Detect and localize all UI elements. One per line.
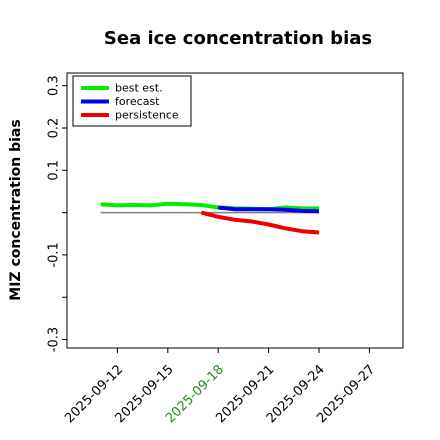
series-line-persistence bbox=[200, 210, 320, 235]
legend-label: forecast bbox=[115, 95, 160, 108]
y-tick-label: 0.3 bbox=[47, 75, 62, 96]
series-layer bbox=[100, 201, 320, 235]
y-tick-label: 0.1 bbox=[47, 160, 62, 181]
chart-title: Sea ice concentration bias bbox=[104, 28, 372, 49]
y-tick-label: 0.2 bbox=[47, 118, 62, 139]
series-line-forecast bbox=[217, 205, 320, 214]
plot-frame bbox=[66, 72, 404, 349]
y-tick-label: -0.1 bbox=[47, 242, 62, 267]
y-axis-label: MIZ concentration bias bbox=[8, 119, 24, 300]
legend-label: best est. bbox=[115, 82, 163, 95]
legend-label: persistence bbox=[115, 109, 179, 122]
y-tick-label: -0.3 bbox=[47, 327, 62, 352]
ticks-layer: 0.30.20.1-0.1-0.32025-09-122025-09-15202… bbox=[47, 75, 379, 426]
legend-box bbox=[72, 75, 192, 127]
plot-area bbox=[66, 72, 404, 349]
